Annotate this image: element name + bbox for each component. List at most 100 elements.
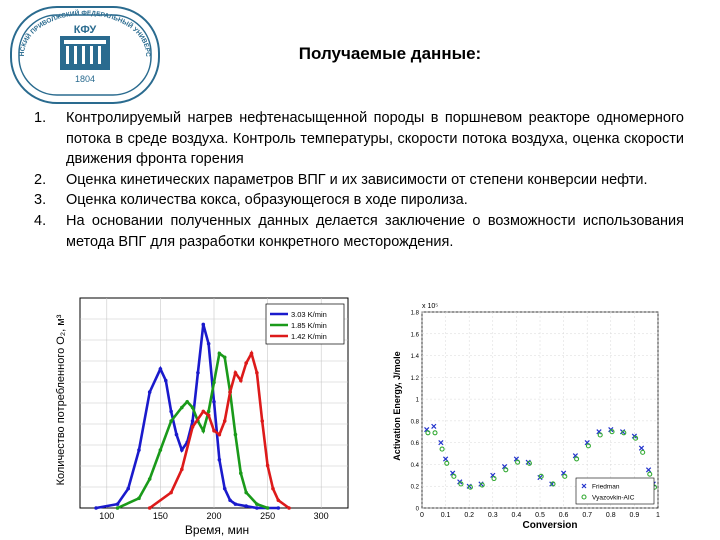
left-series-point <box>217 351 222 356</box>
right-vyazovkin-point <box>451 473 457 479</box>
left-series-point <box>255 370 259 375</box>
left-series-point <box>239 471 243 476</box>
left-series-point <box>217 457 222 462</box>
left-series-point <box>260 419 265 423</box>
left-series-point <box>206 409 211 414</box>
list-item-number: 4. <box>34 212 47 229</box>
left-series-point <box>212 399 216 404</box>
right-friedman-point <box>638 445 645 451</box>
right-chart-ylabel: Activation Energy, J/mole <box>392 351 402 460</box>
right-legend-swatch <box>581 494 587 500</box>
right-y-tick-label: 0.8 <box>411 419 420 425</box>
left-series-point <box>276 506 281 510</box>
left-series-point <box>244 361 248 365</box>
right-vyazovkin-point <box>515 459 521 465</box>
left-series-line <box>116 351 269 510</box>
left-series-point <box>206 413 211 418</box>
right-friedman-point <box>442 456 449 462</box>
right-y-tick-label: 0.6 <box>411 441 420 447</box>
right-vyazovkin-point <box>432 430 438 436</box>
right-y-tick-label: 0.2 <box>411 485 420 491</box>
right-vyazovkin-point <box>550 481 556 487</box>
right-x-tick-label: 0.9 <box>630 512 640 519</box>
left-series-point <box>180 448 184 452</box>
right-vyazovkin-point <box>425 430 431 436</box>
left-series-point <box>222 355 227 360</box>
right-y-tick-label: 1.6 <box>411 332 420 338</box>
right-y-tick-label: 1 <box>416 398 420 404</box>
left-series-point <box>206 341 211 346</box>
right-friedman-point <box>438 440 444 446</box>
left-series-point <box>115 506 120 510</box>
left-series-point <box>94 506 98 510</box>
list-item: 2. Оценка кинетических параметров ВПГ и и… <box>34 170 684 191</box>
left-series-point <box>137 448 141 452</box>
left-series-point <box>147 390 152 394</box>
right-vyazovkin-point <box>479 482 485 488</box>
logo-year: 1804 <box>75 74 95 84</box>
left-series-point <box>201 322 206 327</box>
left-series-point <box>212 428 216 433</box>
left-series-point <box>271 486 275 491</box>
right-friedman-point <box>431 423 437 429</box>
left-series-point <box>244 490 248 495</box>
left-chart-xlabel: Время, мин <box>185 523 249 537</box>
right-x-tick-label: 0.4 <box>512 512 522 519</box>
right-vyazovkin-point <box>574 456 580 462</box>
left-series-point <box>228 390 232 394</box>
left-series-point <box>190 419 195 423</box>
right-legend <box>575 477 655 505</box>
right-vyazovkin-point <box>458 481 464 487</box>
left-series-point <box>212 380 216 385</box>
right-y-tick-label: 0.4 <box>411 463 420 469</box>
left-series-point <box>196 370 200 375</box>
right-vyazovkin-point <box>647 471 653 477</box>
left-legend-label: 1.42 K/min <box>291 332 327 341</box>
list-item-number: 1. <box>34 110 47 126</box>
right-vyazovkin-point <box>562 473 568 479</box>
list-item-text: Контролируемый нагрев нефтенасыщенной по… <box>66 110 684 168</box>
left-series-point <box>190 425 195 429</box>
right-vyazovkin-point <box>526 460 532 466</box>
right-x-tick-label: 0.8 <box>606 512 616 519</box>
right-x-tick-label: 1 <box>656 512 660 519</box>
right-y-tick-label: 1.2 <box>411 376 420 382</box>
right-x-tick-label: 0.1 <box>441 512 451 519</box>
right-y-tick-label: 1.4 <box>411 354 420 360</box>
right-legend-label: Vyazovkin-AIC <box>592 495 635 502</box>
right-vyazovkin-point <box>439 446 445 452</box>
left-x-tick-label: 200 <box>206 511 221 521</box>
right-vyazovkin-point <box>538 473 544 479</box>
right-x-tick-label: 0.7 <box>582 512 592 519</box>
right-vyazovkin-point <box>633 435 639 441</box>
list-item-text: На основании полученных данных делается … <box>66 212 684 250</box>
left-series-point <box>228 498 232 503</box>
left-series-point <box>115 502 120 506</box>
left-series-point <box>163 378 168 383</box>
logo-abbr: КФУ <box>74 24 97 36</box>
right-vyazovkin-point <box>585 443 591 449</box>
left-legend-label: 3.03 K/min <box>291 310 327 319</box>
right-vyazovkin-point <box>467 484 473 490</box>
left-x-tick-label: 100 <box>99 511 114 521</box>
right-x-tick-label: 0 <box>420 512 424 519</box>
left-series-point <box>265 506 270 510</box>
right-vyazovkin-point <box>491 475 497 482</box>
left-series-point <box>276 498 281 503</box>
left-series-point <box>180 405 184 410</box>
list-item: 4. На основании полученных данных делаетс… <box>34 211 684 252</box>
left-series-point <box>233 370 238 375</box>
left-series-point <box>185 399 189 404</box>
left-series-point <box>265 463 270 468</box>
left-series-point <box>190 405 195 410</box>
left-series-line <box>148 349 290 510</box>
right-vyazovkin-point <box>597 432 603 438</box>
left-series-point <box>180 467 184 472</box>
left-series-point <box>244 504 248 508</box>
left-series-point <box>126 486 131 491</box>
right-x-tick-label: 0.2 <box>464 512 474 519</box>
left-series-point <box>287 506 291 510</box>
left-series-point <box>147 506 152 510</box>
list-item: 3. Оценка количества кокса, образующегося… <box>34 190 684 211</box>
left-legend-label: 1.85 K/min <box>291 321 327 330</box>
